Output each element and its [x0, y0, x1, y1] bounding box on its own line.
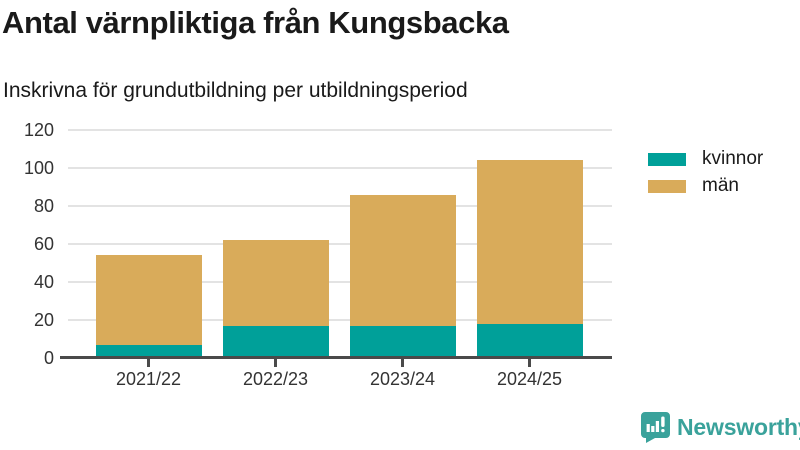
bar-segment-kvinnor-2021/22: [95, 344, 202, 358]
chart-title: Antal värnpliktiga från Kungsbacka: [2, 5, 509, 40]
y-axis-tick-label: 120: [23, 120, 54, 140]
y-axis-tick-label: 80: [33, 196, 54, 216]
gridline: [68, 319, 612, 321]
x-axis-tick: [401, 359, 404, 367]
newsworthy-logo[interactable]: Newsworthy: [641, 412, 800, 443]
bar-segment-män-2021/22: [95, 255, 202, 345]
newsworthy-logo-icon: [641, 412, 670, 443]
legend-item-män: män: [648, 176, 763, 196]
gridline: [68, 205, 612, 207]
bar-segment-män-2024/25: [476, 160, 583, 324]
x-axis-tick-label: 2022/23: [242, 369, 309, 389]
x-axis-tick-label: 2024/25: [496, 369, 563, 389]
bar-segment-kvinnor-2023/24: [349, 325, 456, 358]
y-axis-tick-label: 40: [33, 272, 54, 292]
legend-swatch-kvinnor: [648, 152, 686, 166]
x-axis-line: [60, 356, 612, 359]
x-axis-tick-label: 2023/24: [369, 369, 436, 389]
y-axis-tick-label: 60: [33, 234, 54, 254]
gridline: [68, 243, 612, 245]
legend-item-kvinnor: kvinnor: [648, 149, 763, 169]
bar-segment-kvinnor-2022/23: [222, 325, 329, 358]
legend-label: män: [702, 175, 739, 196]
chart-subtitle: Inskrivna för grundutbildning per utbild…: [3, 79, 468, 102]
legend-label: kvinnor: [702, 148, 764, 169]
legend: kvinnor män: [648, 149, 763, 203]
x-axis-tick: [147, 359, 150, 367]
x-axis-tick: [274, 359, 277, 367]
gridline: [68, 167, 612, 169]
gridline: [68, 281, 612, 283]
legend-swatch-män: [648, 179, 686, 193]
x-axis-tick: [528, 359, 531, 367]
y-axis-tick-label: 100: [23, 158, 54, 178]
x-axis-tick-label: 2021/22: [115, 369, 182, 389]
bar-segment-kvinnor-2024/25: [476, 323, 583, 358]
bar-segment-män-2022/23: [222, 240, 329, 326]
y-axis-tick-label: 20: [33, 310, 54, 330]
bar-segment-män-2023/24: [349, 194, 456, 326]
y-axis-tick-label: 0: [43, 348, 54, 368]
gridline: [68, 129, 612, 131]
newsworthy-logo-text: Newsworthy: [677, 414, 800, 440]
